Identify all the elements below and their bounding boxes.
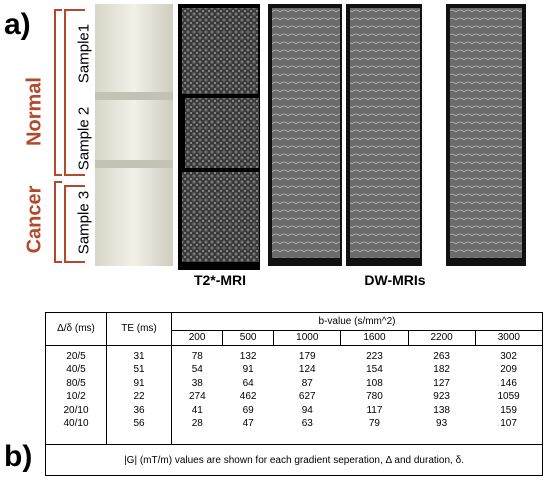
b-value-cell: 1600 [340,330,409,346]
b-value-cell: 500 [222,330,274,346]
b-value-cell: 3000 [474,330,543,346]
data-cell: 64 [242,377,254,389]
t2-tissue [182,172,259,262]
sample-photo [95,4,173,266]
data-cell: 159 [500,404,517,416]
data-cell: 28 [191,418,203,430]
data-cell: 79 [368,418,380,430]
header-cell: TE (ms) [106,312,172,346]
header-cell: Δ/δ (ms) [45,312,107,346]
data-row: 40/5 51 54 91 124 154 182 209 [45,363,543,377]
b-value-cell: 200 [171,330,223,346]
header-row: Δ/δ (ms) TE (ms) b-value (s/mm^2) [45,312,543,346]
data-cell: 20/5 [45,345,107,363]
data-cell: 462 [239,391,257,403]
data-cell: 182 [433,364,450,376]
data-cell: 107 [500,418,517,430]
data-cell: 154 [366,364,383,376]
data-cell: 117 [366,404,383,416]
data-cell: 94 [301,404,313,416]
data-row: 20/10 36 41 69 94 117 138 159 [45,403,543,417]
data-cell: 63 [301,418,313,430]
sample-gap [95,160,173,168]
data-cell: 91 [106,376,172,390]
data-cell: 780 [366,391,383,403]
caption-row: |G| (mT/m) values are shown for each gra… [45,444,543,476]
data-cell: 31 [106,345,172,363]
sample-label: Sample 3 [75,190,93,255]
data-cell: 108 [366,377,383,389]
data-row: 10/2 22 274 462 627 780 923 1059 [45,390,543,404]
data-cell: 1059 [497,391,520,403]
data-cell: 40/10 [45,417,107,431]
sample-gap [95,92,173,100]
t2-tissue [185,98,259,168]
t2-tissue [182,8,258,94]
data-cell: 93 [436,418,448,430]
spacer-row [45,430,543,445]
data-cell: 40/5 [45,363,107,377]
data-cell: 302 [500,350,517,362]
data-cell: 127 [433,377,450,389]
data-cell: 627 [298,391,316,403]
data-cell: 223 [366,350,383,362]
data-cell: 124 [298,364,316,376]
spacer [106,430,172,445]
group-label: Cancer [23,185,46,254]
data-cell: 38 [191,377,203,389]
image-label: T2*-MRI [193,272,247,288]
data-cell: 69 [242,404,254,416]
sample-label: Sample1 [75,23,93,84]
b-value-cell: 1000 [273,330,341,346]
data-cell: 146 [500,377,517,389]
data-cell: 923 [433,391,450,403]
data-cell: 209 [500,364,517,376]
spacer [45,430,107,445]
data-row: 80/5 91 38 64 87 108 127 146 [45,376,543,390]
panel-label: b) [4,440,33,473]
dw-images [268,4,526,266]
data-cell: 263 [433,350,450,362]
data-cell: 132 [239,350,257,362]
header-cell: b-value (s/mm^2) [171,312,543,331]
data-cell: 91 [242,364,254,376]
data-cell: 41 [191,404,203,416]
data-cell: 179 [298,350,316,362]
data-cell: 54 [191,364,203,376]
data-cell: 80/5 [45,376,107,390]
spacer [172,431,543,445]
data-cell: 47 [242,418,254,430]
data-cell: 56 [106,417,172,431]
image-label: DW-MRIs [364,272,426,288]
data-cell: 78 [191,350,203,362]
data-cell: 138 [433,404,450,416]
panel-a-images [54,4,526,270]
group-label: Normal [23,77,46,146]
b-value-cell: 2200 [407,330,476,346]
data-row: 40/10 56 28 47 63 79 93 107 [45,417,543,431]
sample-label: Sample 2 [75,106,93,171]
parameter-table: Δ/δ (ms) TE (ms) b-value (s/mm^2) 200 500 100… [45,312,543,476]
data-cell: 87 [301,377,313,389]
header-row: 200 500 1000 1600 2200 3000 [46,330,543,346]
data-cell: 22 [106,390,172,404]
data-row: 20/5 31 78 132 179 223 263 302 [45,345,543,363]
data-cell: 20/10 [45,403,107,417]
data-cell: 36 [106,403,172,417]
panel-label: a) [4,8,31,41]
data-cell: 10/2 [45,390,107,404]
data-cell: 51 [106,363,172,377]
caption: |G| (mT/m) values are shown for each gra… [45,444,543,476]
red-brackets [54,9,85,263]
data-cell: 274 [188,391,206,403]
